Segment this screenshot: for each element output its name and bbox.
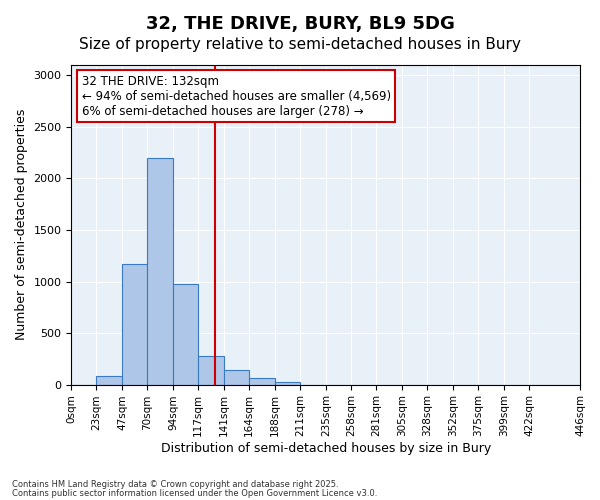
Bar bbox=[148, 158, 173, 384]
Bar bbox=[173, 284, 198, 384]
X-axis label: Distribution of semi-detached houses by size in Bury: Distribution of semi-detached houses by … bbox=[161, 442, 491, 455]
Bar bbox=[97, 376, 122, 384]
Text: 32, THE DRIVE, BURY, BL9 5DG: 32, THE DRIVE, BURY, BL9 5DG bbox=[146, 15, 454, 33]
Bar bbox=[198, 356, 224, 384]
Text: 32 THE DRIVE: 132sqm
← 94% of semi-detached houses are smaller (4,569)
6% of sem: 32 THE DRIVE: 132sqm ← 94% of semi-detac… bbox=[82, 74, 391, 118]
Bar bbox=[224, 370, 249, 384]
Bar bbox=[275, 382, 300, 384]
Text: Size of property relative to semi-detached houses in Bury: Size of property relative to semi-detach… bbox=[79, 38, 521, 52]
Text: Contains public sector information licensed under the Open Government Licence v3: Contains public sector information licen… bbox=[12, 488, 377, 498]
Text: Contains HM Land Registry data © Crown copyright and database right 2025.: Contains HM Land Registry data © Crown c… bbox=[12, 480, 338, 489]
Y-axis label: Number of semi-detached properties: Number of semi-detached properties bbox=[15, 109, 28, 340]
Bar bbox=[249, 378, 275, 384]
Bar bbox=[122, 264, 148, 384]
